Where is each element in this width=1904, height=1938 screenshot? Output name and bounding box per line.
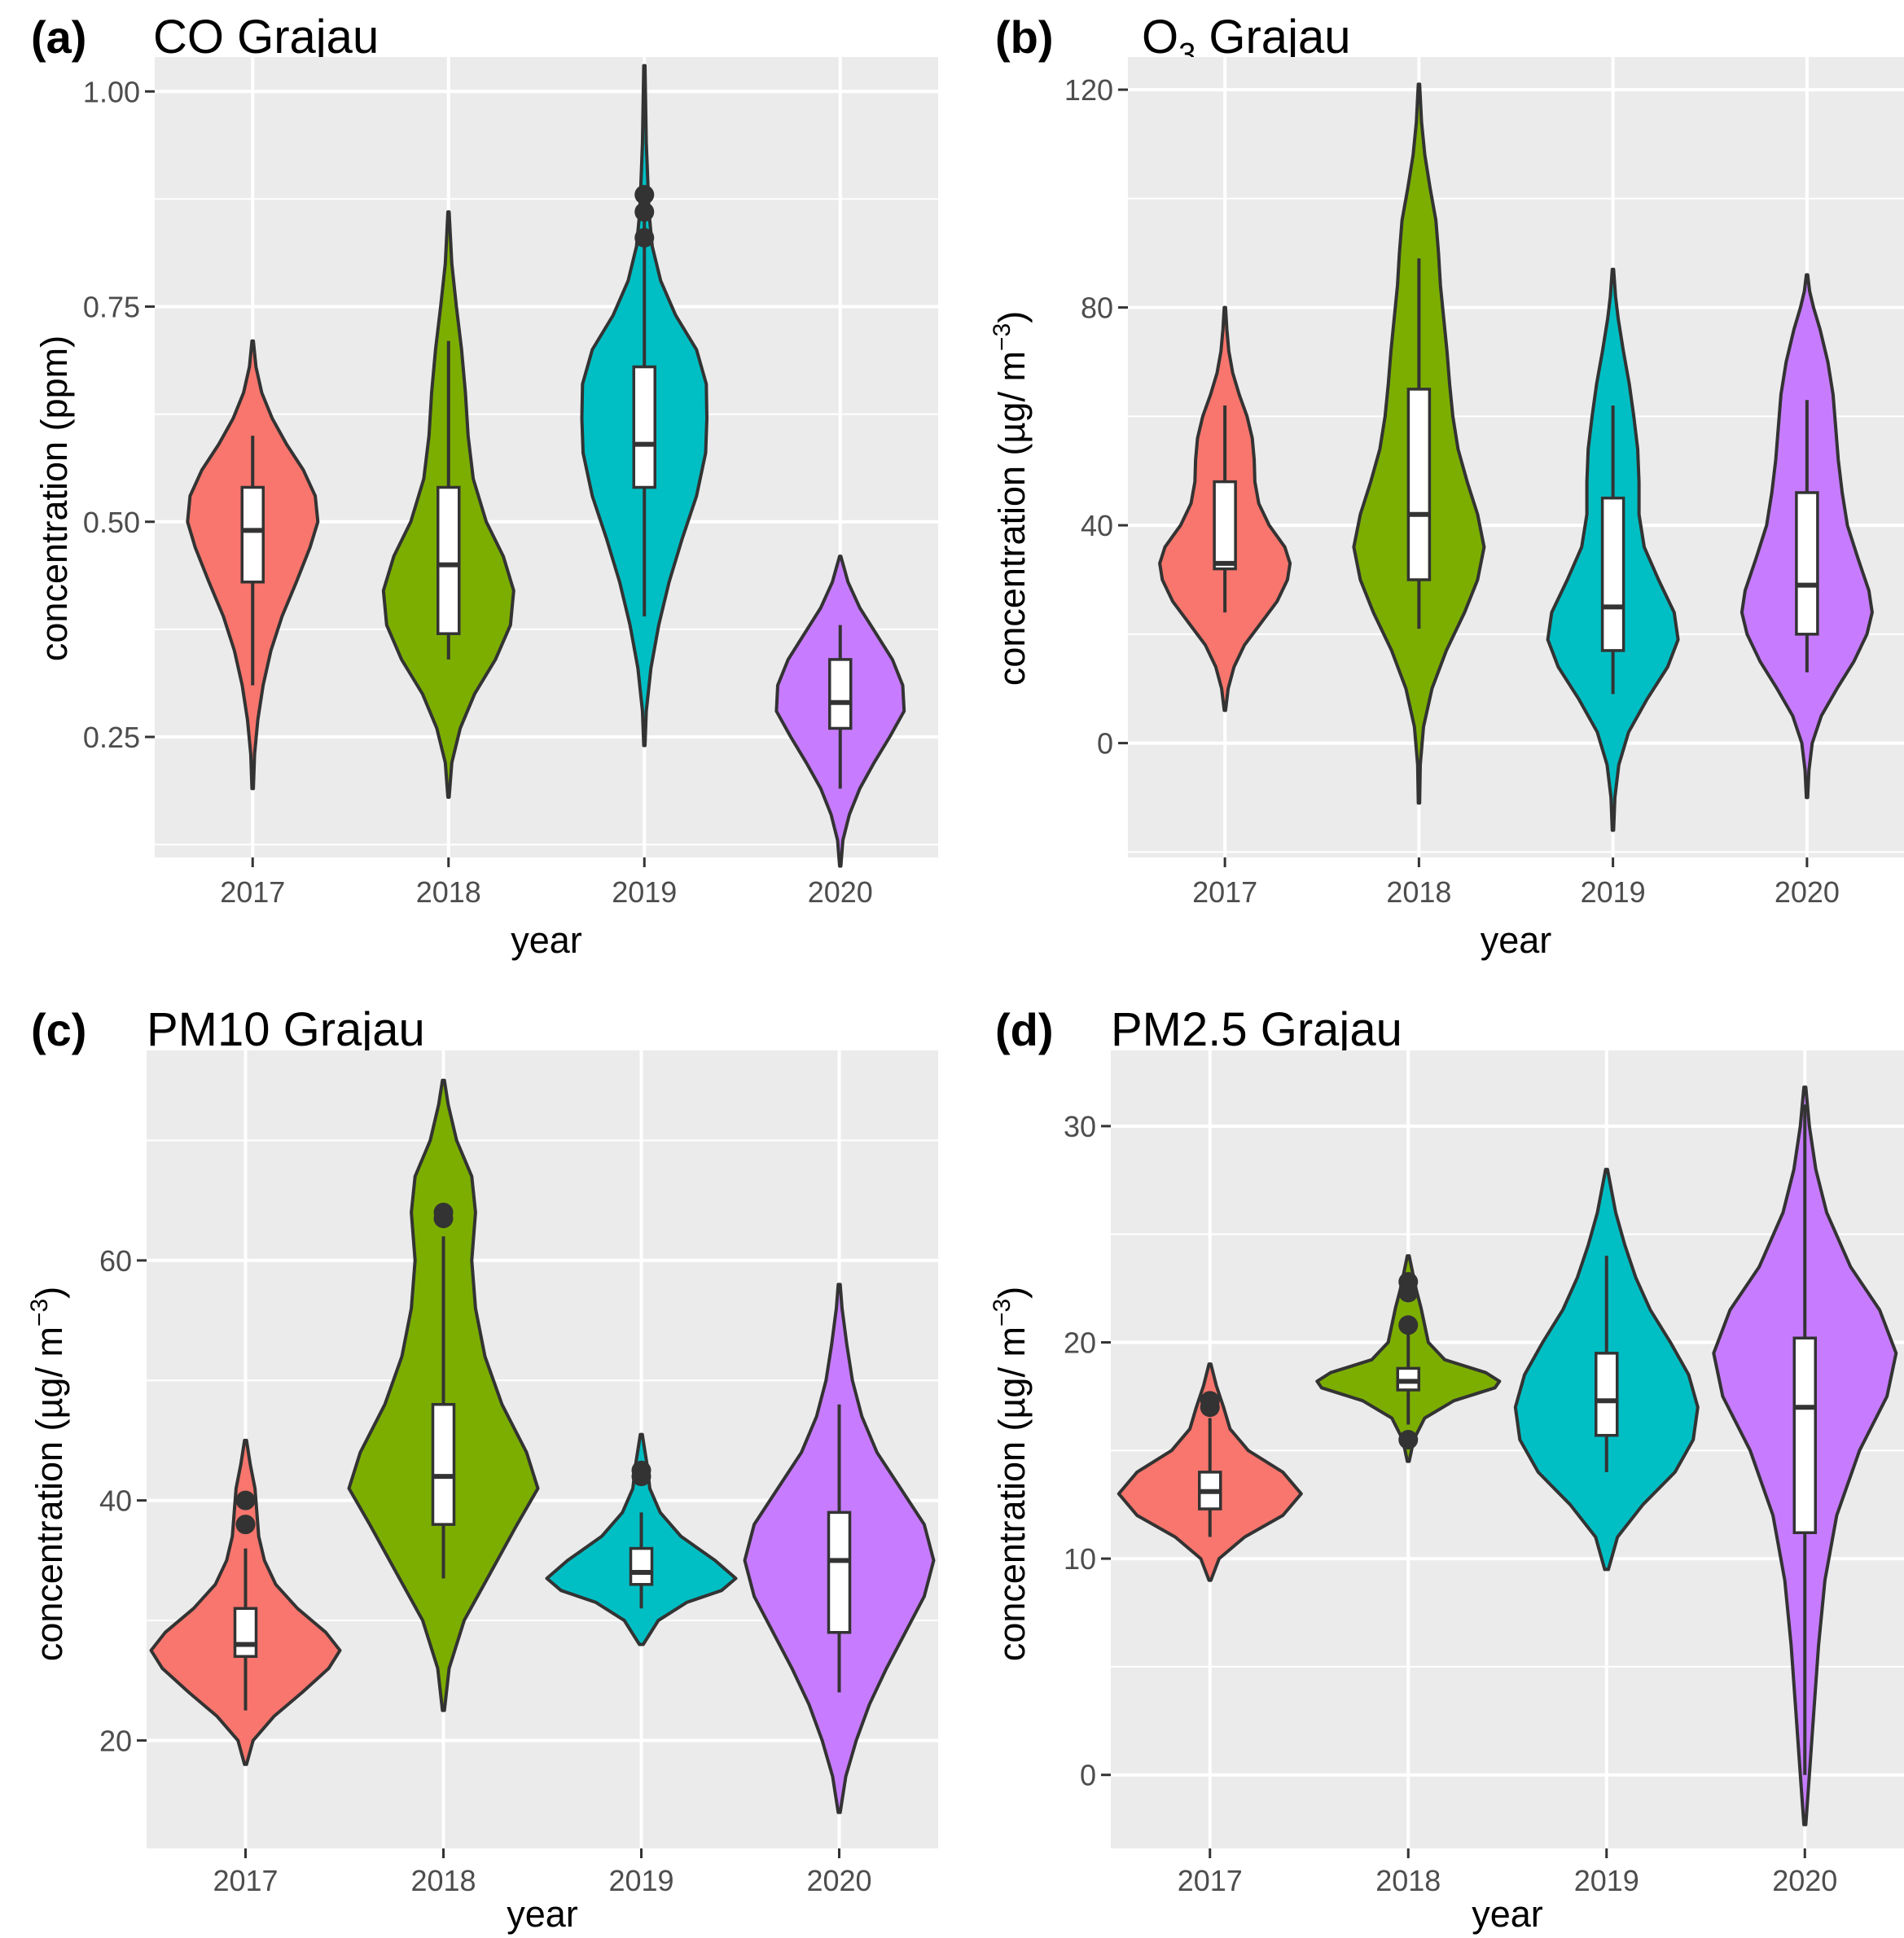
outlier-2019 [634, 185, 655, 205]
outlier-2019 [634, 202, 655, 222]
panel-b-ytick-label: 40 [1081, 509, 1113, 542]
outlier-2019 [631, 1460, 651, 1480]
panel-a-ytick-label: 0.75 [83, 291, 140, 324]
outlier-2019 [634, 227, 655, 248]
panel-c-xtick-label: 2020 [806, 1864, 871, 1897]
box-2017 [240, 485, 265, 584]
panel-d-ytick-label: 20 [1064, 1326, 1096, 1360]
panel-c-xlabel: year [507, 1893, 578, 1935]
panel-d-ytick-label: 0 [1080, 1759, 1096, 1792]
panel-c-title: PM10 Grajau [147, 1003, 425, 1056]
panel-b-ytick-label: 80 [1081, 292, 1113, 325]
panel-d-ytick-label: 10 [1064, 1542, 1096, 1576]
panel-a-ytick-label: 0.50 [83, 506, 140, 539]
box-2019 [632, 365, 656, 489]
panel-b: (b) O3 Grajau concentration (µg/ m−3) 0 4… [989, 11, 1904, 961]
outlier-2018 [1398, 1315, 1419, 1335]
outlier-2017 [235, 1490, 256, 1510]
box-2017 [233, 1607, 258, 1658]
box-2019 [1600, 496, 1625, 652]
box-2020 [1792, 1336, 1817, 1534]
box-2018 [1406, 388, 1432, 581]
box-2019 [1595, 1352, 1619, 1437]
panel-b-xlabel: year [1481, 919, 1552, 961]
panel-b-ytick-label: 120 [1064, 73, 1113, 107]
box-2017 [1213, 480, 1237, 571]
box-2018 [431, 1402, 456, 1526]
panel-a-ytick-label: 0.25 [83, 721, 140, 754]
panel-a-ytick-label: 1.00 [83, 75, 140, 108]
panel-b-ytick-label: 0 [1097, 727, 1113, 761]
box-2020 [827, 1510, 852, 1634]
panel-d-title: PM2.5 Grajau [1111, 1003, 1402, 1056]
panel-b-tag: (b) [995, 11, 1054, 63]
box-2019 [629, 1546, 654, 1586]
panel-c-ytick-label: 60 [99, 1244, 132, 1278]
panel-d-ytick-label: 30 [1064, 1110, 1096, 1143]
panel-a-tag: (a) [31, 11, 86, 63]
box-2018 [437, 485, 461, 635]
panel-d-xlabel: year [1472, 1893, 1543, 1935]
panel-b-ylabel: concentration (µg/ m−3) [989, 311, 1033, 686]
panel-a-xlabel: year [511, 919, 582, 961]
panel-c-xtick-label: 2019 [608, 1864, 673, 1897]
panel-c: (c) PM10 Grajau concentration (µg/ m−3) … [26, 1003, 938, 1935]
panel-b-xtick-label: 2019 [1581, 875, 1646, 909]
panel-c-xtick-label: 2017 [213, 1864, 278, 1897]
outlier-2018 [1398, 1430, 1419, 1450]
outlier-2018 [1398, 1272, 1419, 1292]
panel-b-xtick-label: 2017 [1192, 875, 1257, 909]
panel-c-tag: (c) [31, 1004, 86, 1055]
outlier-2018 [433, 1202, 454, 1222]
panel-d-ylabel: concentration (µg/ m−3) [989, 1287, 1033, 1661]
panel-a-xtick-label: 2020 [808, 875, 873, 909]
panel-a-xtick-label: 2019 [612, 875, 677, 909]
panel-c-ytick-label: 20 [99, 1724, 132, 1757]
box-2020 [828, 658, 853, 730]
panel-d-tag: (d) [995, 1004, 1054, 1055]
panel-a: (a) CO Grajau concentration (ppm) 0.25 0.… [31, 11, 938, 961]
panel-d-xtick-label: 2017 [1178, 1864, 1243, 1897]
panel-b-xtick-label: 2018 [1386, 875, 1451, 909]
outlier-2017 [235, 1515, 256, 1535]
outlier-2017 [1200, 1391, 1220, 1411]
panel-c-xtick-label: 2018 [410, 1864, 476, 1897]
panel-b-xtick-label: 2020 [1775, 875, 1840, 909]
panel-b-title: O3 Grajau [1142, 11, 1350, 72]
panel-d: (d) PM2.5 Grajau concentration (µg/ m−3)… [989, 1003, 1904, 1935]
panel-a-ylabel: concentration (ppm) [33, 335, 75, 661]
box-2020 [1795, 491, 1819, 636]
panel-c-ylabel: concentration (µg/ m−3) [26, 1287, 70, 1661]
panel-d-xtick-label: 2018 [1375, 1864, 1441, 1897]
panel-c-ytick-label: 40 [99, 1484, 132, 1518]
panel-a-xtick-label: 2017 [220, 875, 285, 909]
panel-a-title: CO Grajau [153, 11, 379, 64]
panel-d-xtick-label: 2020 [1772, 1864, 1837, 1897]
panel-a-xtick-label: 2018 [416, 875, 481, 909]
panel-d-xtick-label: 2019 [1574, 1864, 1639, 1897]
